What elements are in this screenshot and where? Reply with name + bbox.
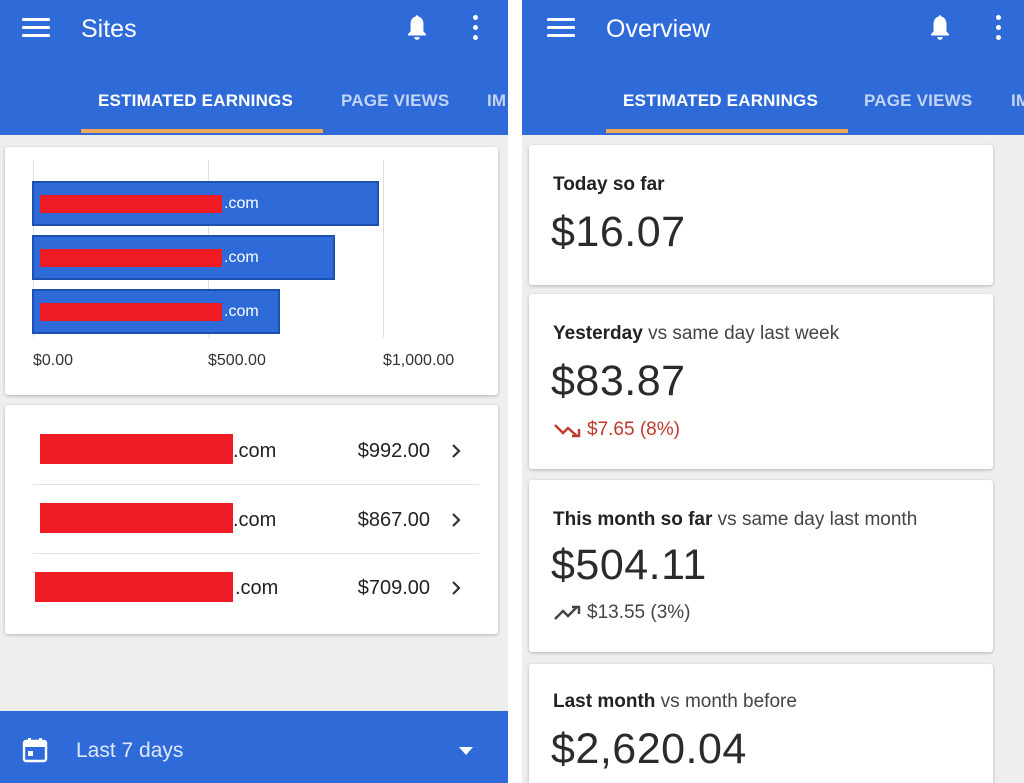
bar-label: .com: [224, 195, 259, 212]
site-domain: .com: [233, 440, 277, 462]
yesterday-card[interactable]: Yesterday vs same day last week $83.87 $…: [529, 294, 993, 469]
last-month-card[interactable]: Last month vs month before $2,620.04: [529, 664, 993, 783]
change-indicator: $13.55 (3%): [553, 601, 691, 625]
x-tick-label: $1,000.00: [383, 352, 455, 369]
chevron-right-icon[interactable]: [450, 512, 462, 528]
card-label: This month so far vs same day last month: [553, 509, 918, 530]
chart-bar[interactable]: .com: [32, 235, 335, 280]
site-row[interactable]: .com $867.00: [5, 486, 498, 554]
card-label: Today so far: [553, 174, 665, 195]
site-amount: $867.00: [357, 509, 430, 531]
month-card[interactable]: This month so far vs same day last month…: [529, 480, 993, 652]
site-row[interactable]: .com $709.00: [5, 555, 498, 623]
card-value: $2,620.04: [551, 725, 747, 773]
arrow-drop-down-icon[interactable]: [459, 747, 473, 755]
card-value: $504.11: [551, 541, 707, 589]
trending-up-icon: [554, 605, 581, 620]
site-row[interactable]: .com $992.00: [5, 417, 498, 485]
divider: [33, 484, 479, 485]
redacted-domain: [40, 195, 222, 213]
tab-impressions[interactable]: IM: [1011, 91, 1024, 110]
date-range-label: Last 7 days: [76, 739, 184, 762]
tab-page-views[interactable]: PAGE VIEWS: [864, 91, 973, 110]
date-range-selector[interactable]: Last 7 days: [0, 711, 508, 783]
card-label: Last month vs month before: [553, 691, 797, 712]
divider: [33, 553, 479, 554]
calendar-icon: [22, 738, 48, 763]
tab-indicator: [81, 129, 323, 133]
menu-icon[interactable]: [22, 17, 50, 39]
site-domain: .com: [233, 509, 277, 531]
x-tick-label: $0.00: [33, 352, 74, 369]
app-bar: Sites ESTIMATED EARNINGS PAGE VIEWS IM: [0, 0, 508, 135]
chart-bar[interactable]: .com: [32, 181, 379, 226]
menu-icon[interactable]: [547, 17, 575, 39]
change-indicator: $7.65 (8%): [553, 418, 680, 442]
tab-page-views[interactable]: PAGE VIEWS: [341, 91, 450, 110]
grid-line: [383, 160, 384, 337]
bar-label: .com: [224, 303, 259, 320]
bell-icon[interactable]: [927, 13, 953, 43]
page-title: Overview: [606, 15, 711, 43]
card-value: $16.07: [551, 208, 686, 256]
redacted-domain: [40, 303, 222, 321]
redacted-domain: [40, 503, 233, 533]
x-tick-label: $500.00: [208, 352, 266, 369]
overview-screen: Overview ESTIMATED EARNINGS PAGE VIEWS I…: [522, 0, 1024, 783]
page-title: Sites: [81, 15, 137, 43]
chevron-right-icon[interactable]: [450, 580, 462, 596]
tab-estimated-earnings[interactable]: ESTIMATED EARNINGS: [623, 91, 819, 110]
bar-label: .com: [224, 249, 259, 266]
more-vert-icon[interactable]: [471, 15, 479, 41]
tab-estimated-earnings[interactable]: ESTIMATED EARNINGS: [98, 91, 294, 110]
chart-bar[interactable]: .com: [32, 289, 280, 334]
card-label: Yesterday vs same day last week: [553, 323, 840, 344]
redacted-domain: [40, 434, 233, 464]
site-amount: $709.00: [357, 577, 430, 599]
today-card[interactable]: Today so far $16.07: [529, 145, 993, 285]
bell-icon[interactable]: [404, 13, 430, 43]
tab-indicator: [606, 129, 848, 133]
redacted-domain: [40, 249, 222, 267]
card-value: $83.87: [551, 357, 686, 405]
redacted-domain: [35, 572, 233, 602]
tab-impressions[interactable]: IM: [487, 91, 507, 110]
sites-screen: Sites ESTIMATED EARNINGS PAGE VIEWS IM $…: [0, 0, 508, 783]
site-amount: $992.00: [357, 440, 430, 462]
site-list-card: .com $992.00 .com $867.00 .com $709.00: [5, 405, 498, 634]
trending-down-icon: [554, 424, 581, 438]
chevron-right-icon[interactable]: [450, 443, 462, 459]
app-bar: Overview ESTIMATED EARNINGS PAGE VIEWS I…: [522, 0, 1024, 135]
more-vert-icon[interactable]: [994, 15, 1002, 41]
site-domain: .com: [235, 577, 279, 599]
